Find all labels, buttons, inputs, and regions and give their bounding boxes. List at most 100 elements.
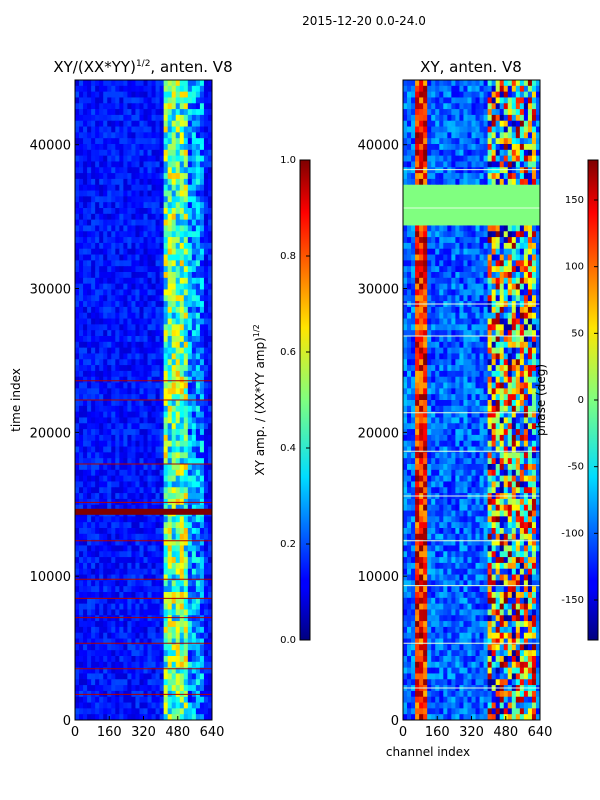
heatmap-cell	[135, 429, 140, 436]
heatmap-cell	[195, 522, 201, 529]
heatmap-cell	[439, 196, 444, 203]
heatmap-cell	[527, 126, 533, 133]
heatmap-cell	[91, 446, 96, 453]
heatmap-cell	[111, 400, 116, 407]
heatmap-cell	[203, 458, 209, 465]
heatmap-cell	[139, 516, 144, 523]
heatmap-cell	[535, 190, 541, 197]
heatmap-cell	[83, 388, 88, 395]
heatmap-cell	[147, 202, 153, 209]
heatmap-cell	[207, 178, 213, 186]
heatmap-cell	[463, 208, 468, 215]
heatmap-cell	[99, 376, 104, 384]
heatmap-cell	[207, 370, 213, 378]
heatmap-cell	[511, 277, 517, 285]
heatmap-cell	[171, 597, 177, 605]
heatmap-cell	[187, 429, 193, 436]
heatmap-cell	[511, 190, 517, 197]
heatmap-cell	[107, 202, 112, 209]
heatmap-cell	[115, 411, 120, 418]
heatmap-cell	[135, 487, 140, 494]
heatmap-cell	[159, 359, 165, 366]
heatmap-cell	[531, 167, 537, 174]
heatmap-cell	[435, 213, 440, 221]
heatmap-cell	[91, 155, 96, 162]
heatmap-cell	[115, 487, 120, 494]
heatmap-cell	[151, 80, 157, 87]
heatmap-cell	[83, 248, 88, 256]
heatmap-cell	[131, 533, 136, 541]
heatmap-cell	[131, 464, 136, 471]
heatmap-cell	[151, 667, 157, 674]
heatmap-cell	[195, 184, 201, 192]
heatmap-cell	[503, 208, 509, 215]
heatmap-cell	[151, 597, 157, 605]
heatmap-cell	[119, 592, 124, 599]
heatmap-cell	[163, 673, 169, 680]
heatmap-cell	[411, 242, 416, 250]
heatmap-cell	[455, 248, 460, 256]
heatmap-cell	[167, 231, 173, 238]
heatmap-cell	[163, 388, 169, 395]
x-tick-label: 160	[97, 725, 122, 740]
heatmap-cell	[475, 202, 481, 209]
heatmap-cell	[207, 196, 213, 203]
heatmap-cell	[411, 231, 416, 238]
heatmap-cell	[123, 336, 128, 343]
heatmap-cell	[119, 324, 124, 331]
heatmap-cell	[447, 149, 452, 157]
heatmap-cell	[75, 714, 80, 721]
heatmap-cell	[463, 173, 468, 180]
heatmap-cell	[191, 504, 197, 512]
heatmap-cell	[183, 202, 189, 209]
heatmap-cell	[167, 225, 173, 232]
heatmap-cell	[167, 423, 173, 430]
heatmap-cell	[83, 272, 88, 279]
heatmap-cell	[135, 225, 140, 232]
heatmap-cell	[127, 260, 132, 267]
heatmap-cell	[167, 696, 173, 704]
heatmap-cell	[159, 382, 165, 389]
heatmap-cell	[119, 533, 124, 541]
heatmap-cell	[475, 144, 481, 151]
heatmap-cell	[119, 144, 124, 151]
heatmap-cell	[475, 161, 481, 168]
heatmap-cell	[103, 277, 108, 285]
heatmap-cell	[151, 528, 157, 535]
heatmap-cell	[83, 126, 88, 133]
heatmap-cell	[435, 173, 440, 180]
heatmap-cell	[103, 650, 108, 657]
heatmap-cell	[139, 603, 144, 610]
heatmap-cell	[423, 120, 428, 128]
heatmap-cell	[83, 208, 88, 215]
heatmap-cell	[83, 80, 88, 87]
heatmap-cell	[111, 260, 116, 267]
heatmap-cell	[515, 109, 521, 116]
heatmap-cell	[207, 609, 213, 616]
heatmap-cell	[439, 277, 444, 285]
heatmap-cell	[103, 656, 108, 663]
heatmap-cell	[147, 504, 153, 512]
heatmap-cell	[151, 411, 157, 418]
heatmap-cell	[503, 155, 509, 162]
heatmap-cell	[199, 254, 205, 261]
heatmap-cell	[531, 109, 537, 116]
heatmap-cell	[171, 702, 177, 709]
heatmap-cell	[135, 202, 140, 209]
heatmap-cell	[99, 173, 104, 180]
heatmap-cell	[455, 132, 460, 139]
heatmap-cell	[183, 336, 189, 343]
heatmap-cell	[519, 97, 525, 104]
heatmap-cell	[407, 219, 412, 226]
heatmap-cell	[99, 679, 104, 686]
heatmap-cell	[131, 126, 136, 133]
heatmap-cell	[179, 603, 185, 610]
heatmap-cell	[139, 411, 144, 418]
heatmap-cell	[131, 109, 136, 116]
heatmap-cell	[463, 149, 468, 157]
heatmap-cell	[495, 237, 501, 244]
heatmap-cell	[459, 167, 464, 174]
heatmap-cell	[175, 237, 181, 244]
heatmap-cell	[79, 359, 84, 366]
heatmap-cell	[135, 667, 140, 674]
